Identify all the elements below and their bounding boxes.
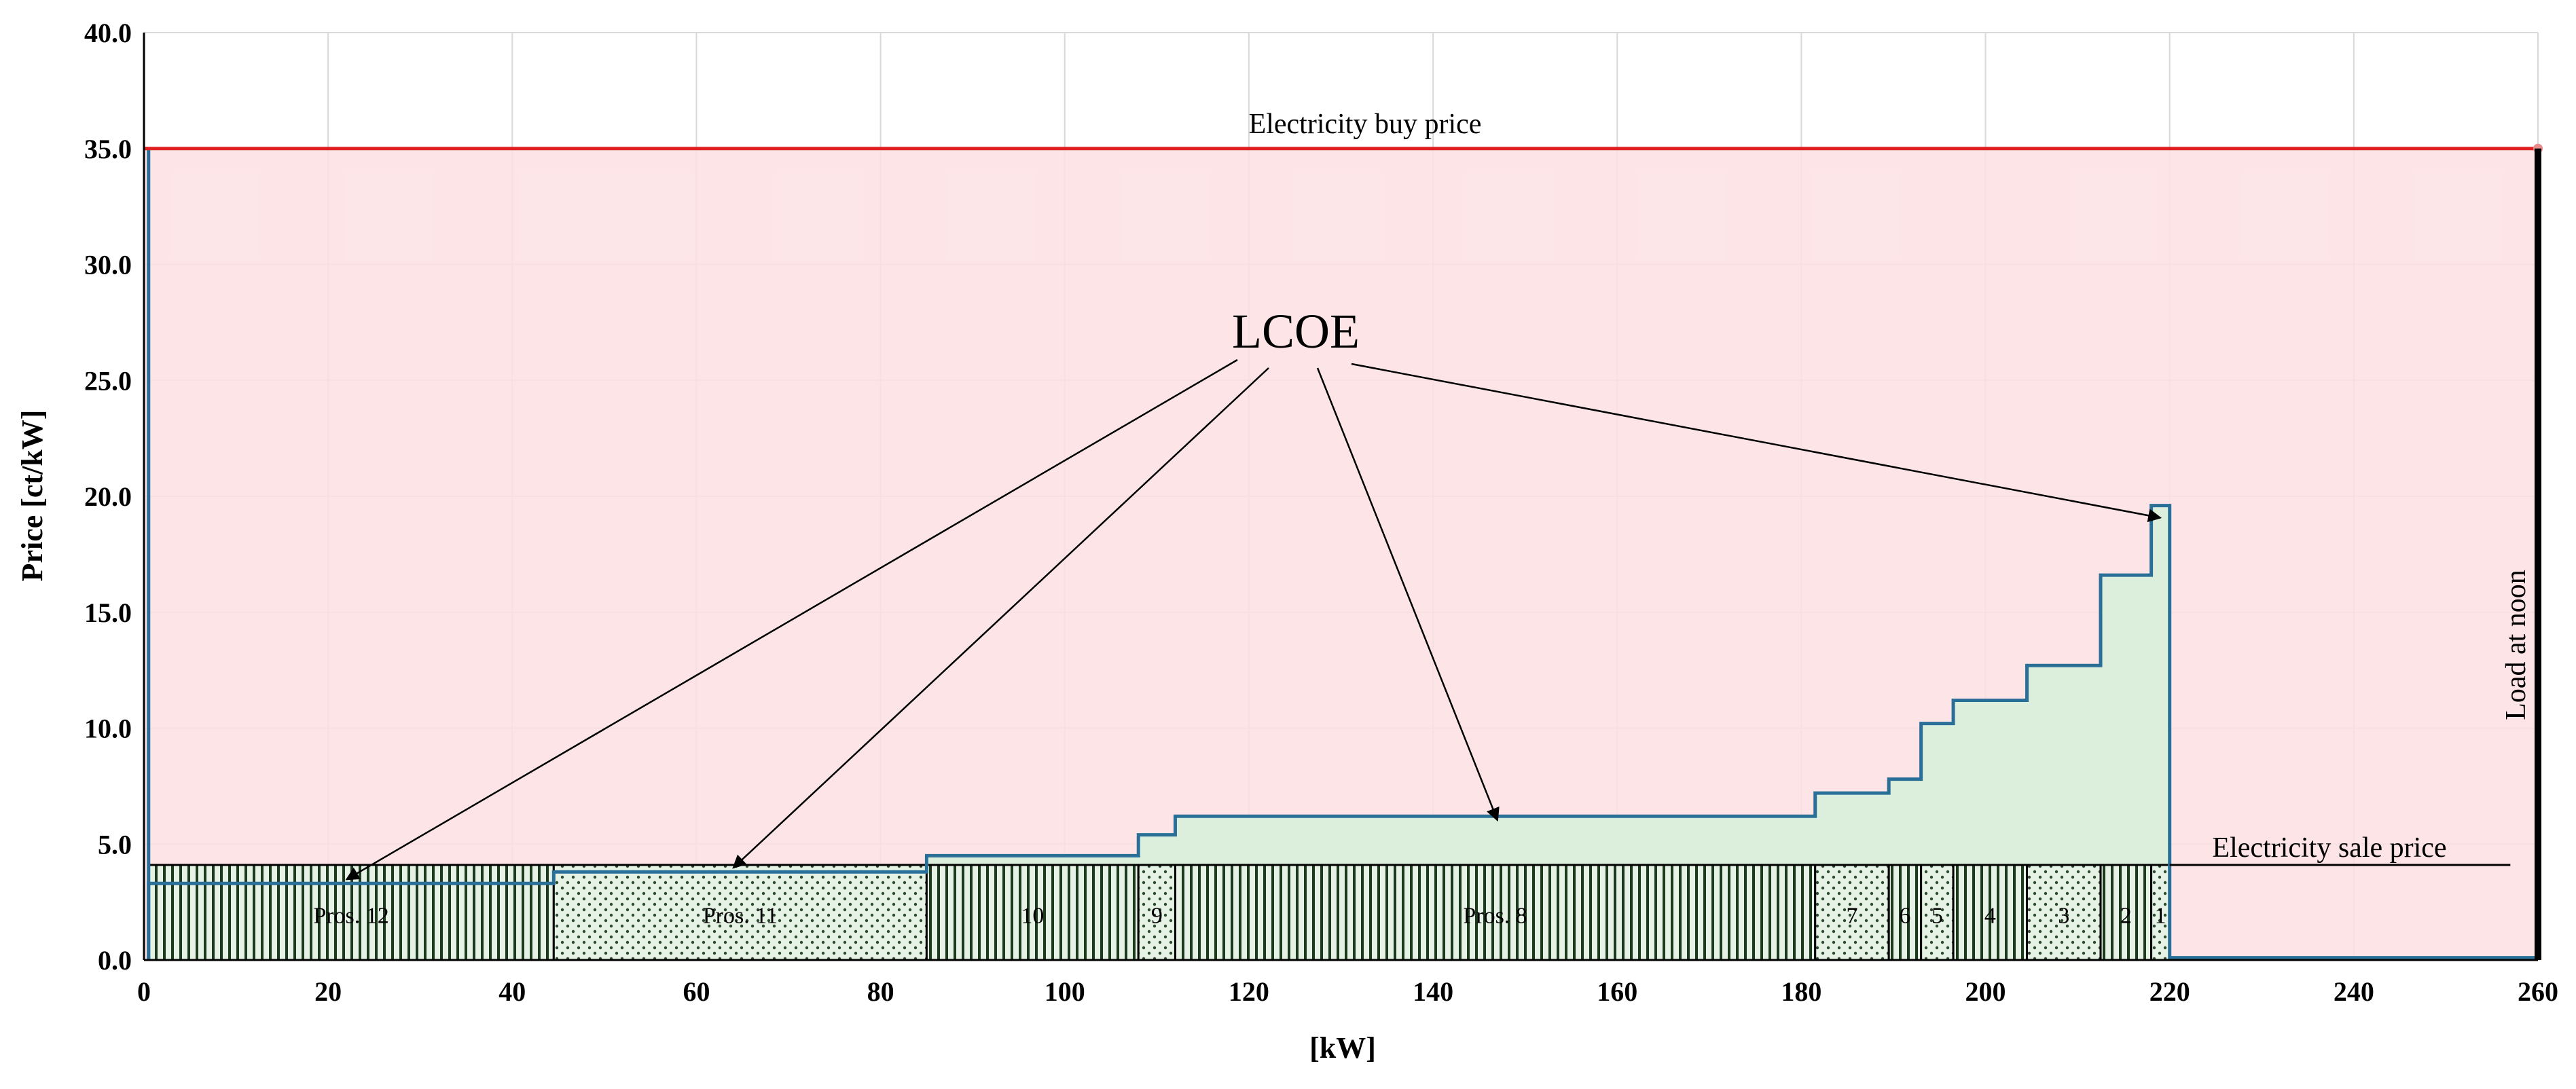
lcoe-label: LCOE (1232, 304, 1360, 358)
x-tick-label: 80 (867, 976, 894, 1007)
x-tick-label: 0 (137, 976, 151, 1007)
lcoe-arrow (1351, 363, 2162, 523)
x-tick-label: 260 (2518, 976, 2558, 1007)
y-axis-title: Price [ct/kW] (16, 410, 49, 582)
lcoe-arrow (1316, 367, 1500, 822)
x-tick-label: 180 (1781, 976, 1821, 1007)
load-label: Load at noon (2501, 570, 2532, 720)
segment-label: Pros. 12 (313, 903, 388, 928)
segment-label: 4 (1984, 903, 1996, 928)
x-tick-label: 120 (1229, 976, 1269, 1007)
segment-label: Pros. 11 (703, 903, 778, 928)
lcoe-arrow (732, 367, 1269, 869)
y-tick-label: 25.0 (84, 365, 132, 396)
plot-areas (144, 148, 2538, 960)
segment-bar (1920, 864, 1955, 961)
segment-label: 10 (1021, 903, 1044, 928)
segment-label: 3 (2058, 903, 2069, 928)
y-tick-label: 20.0 (84, 481, 132, 512)
buy-price-label: Electricity buy price (1249, 109, 1482, 140)
x-tick-label: 40 (498, 976, 526, 1007)
y-tick-label: 35.0 (84, 134, 132, 164)
segment-label: 6 (1899, 903, 1910, 928)
y-tick-label: 10.0 (84, 714, 132, 744)
y-tick-label: 30.0 (84, 250, 132, 280)
y-tick-label: 15.0 (84, 597, 132, 628)
y-tick-label: 0.0 (98, 945, 132, 976)
lcoe-step-line (147, 504, 2538, 960)
segment-label: 2 (2120, 903, 2132, 928)
x-tick-label: 100 (1045, 976, 1085, 1007)
axes: 0 20 40 60 80 100 120 140 160 180 200 220 240 260 0.0 5… (84, 18, 2558, 1007)
x-tick-label: 140 (1413, 976, 1453, 1007)
segment-bar (1814, 864, 1890, 961)
x-tick-label: 60 (683, 976, 710, 1007)
segment-label: 1 (2155, 903, 2166, 928)
x-axis-title: [kW] (1309, 1031, 1376, 1065)
segment-label: 9 (1151, 903, 1163, 928)
y-tick-label: 40.0 (84, 18, 132, 48)
segment-bar (1952, 864, 2029, 961)
annotations (345, 358, 2162, 881)
x-tick-label: 240 (2334, 976, 2374, 1007)
segment-label: Pros. 8 (1463, 903, 1527, 928)
segment-label: 5 (1931, 903, 1943, 928)
x-tick-label: 20 (314, 976, 342, 1007)
sale-price-label: Electricity sale price (2212, 832, 2446, 864)
x-tick-label: 160 (1597, 976, 1637, 1007)
segment-bar (925, 864, 1140, 961)
y-tick-label: 5.0 (98, 829, 132, 860)
x-tick-label: 200 (1965, 976, 2006, 1007)
segment-label: 7 (1846, 903, 1857, 928)
x-tick-label: 220 (2149, 976, 2190, 1007)
lcoe-arrow (345, 358, 1238, 881)
segment-bar (147, 864, 555, 961)
lines (144, 143, 2543, 960)
segment-bar (2150, 864, 2171, 961)
